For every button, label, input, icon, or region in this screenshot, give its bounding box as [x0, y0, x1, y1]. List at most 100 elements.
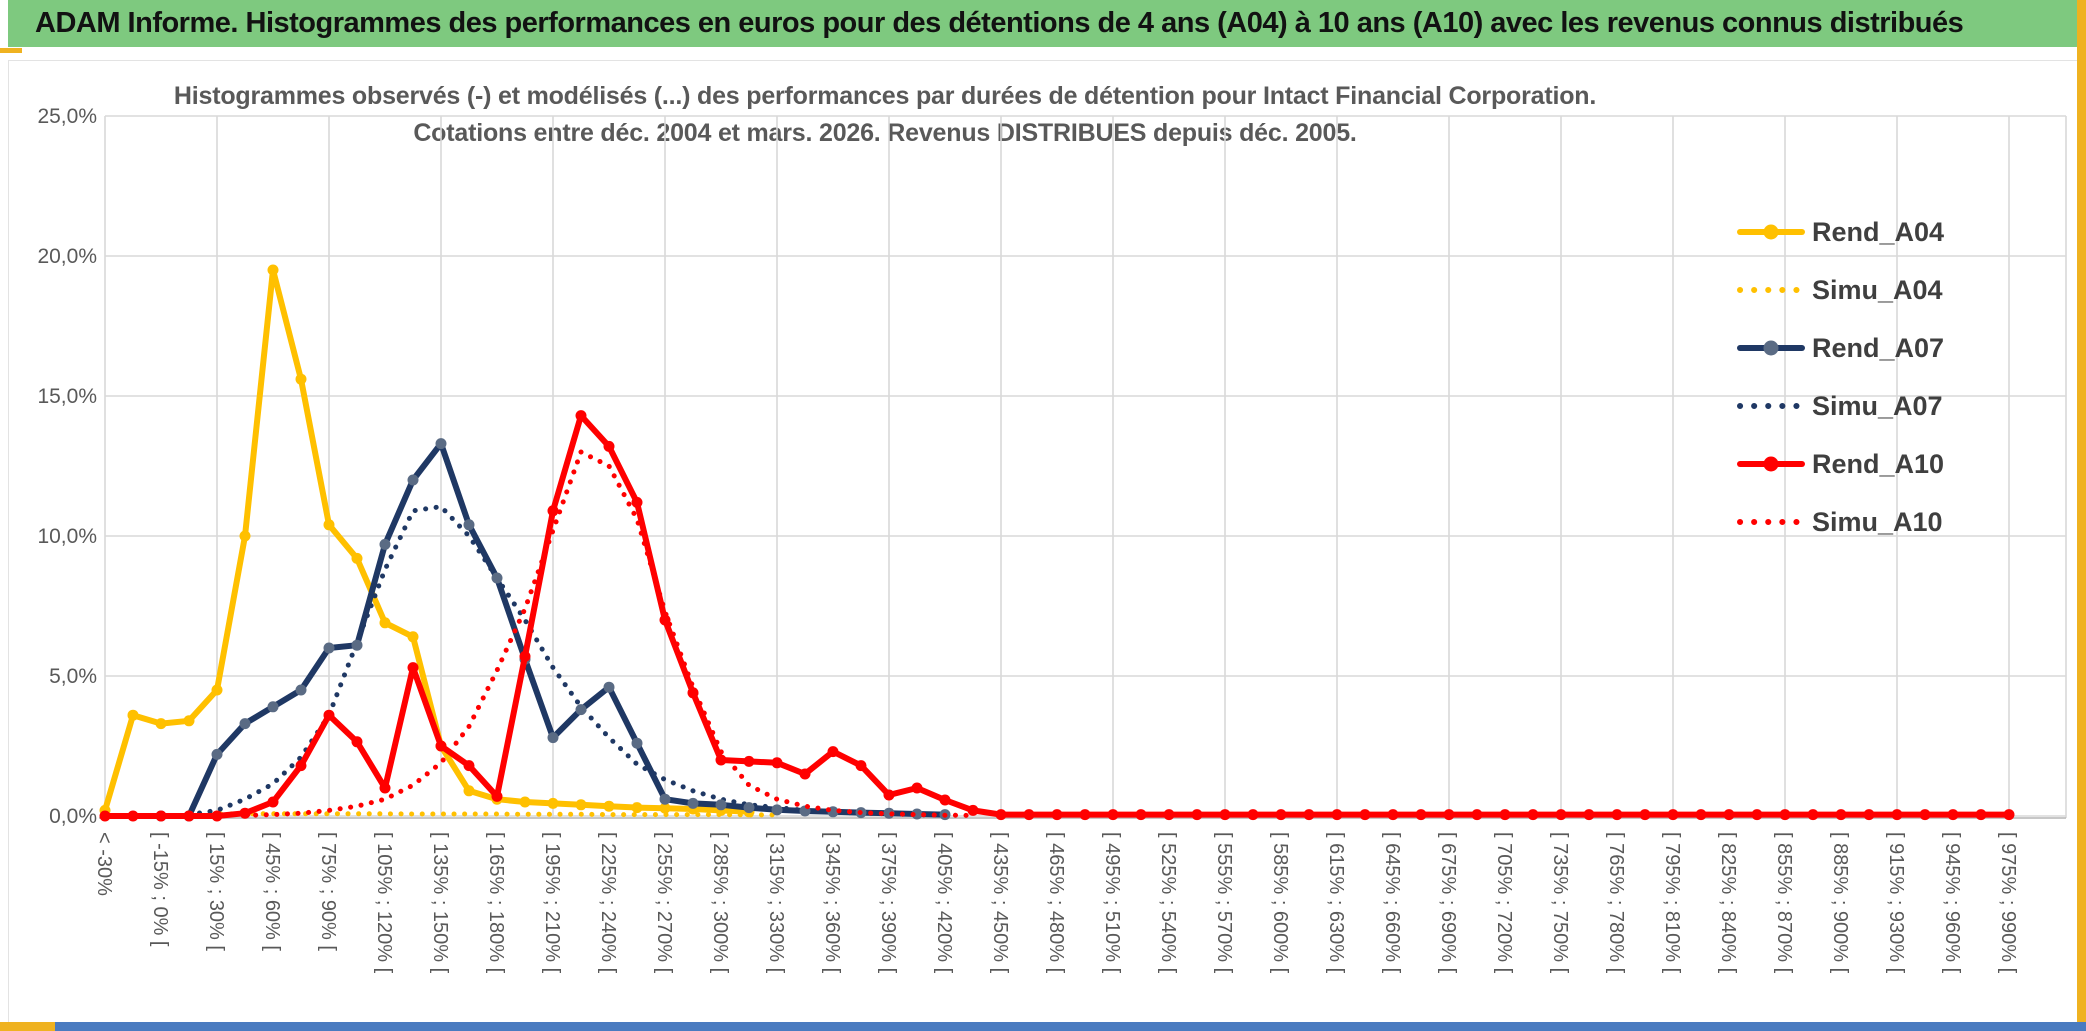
- x-axis-label: [ 405% ; 420% [: [933, 832, 955, 974]
- series-marker-Rend_A10: [323, 709, 335, 721]
- series-marker-Rend_A10: [1247, 809, 1259, 821]
- x-axis-label: [ 225% ; 240% [: [597, 832, 619, 974]
- series-Rend_A04: [102, 267, 750, 815]
- series-Rend_A10: [105, 412, 2009, 819]
- series-marker-Rend_A10: [1835, 809, 1847, 821]
- series-marker-Rend_A10: [911, 782, 923, 794]
- legend-item-Rend_A04: Rend_A04: [1737, 217, 1944, 247]
- legend-item-Simu_A07: Simu_A07: [1737, 391, 1943, 421]
- x-axis-label: [ 105% ; 120% [: [373, 832, 395, 974]
- series-marker-Rend_A07: [603, 681, 615, 693]
- y-axis-label: 15,0%: [37, 385, 97, 408]
- series-marker-Rend_A10: [491, 790, 503, 802]
- series-marker-Rend_A10: [575, 410, 587, 422]
- bottom-border-bar: [0, 1022, 2086, 1031]
- chart-title-line1: Histogrammes observés (-) et modélisés (…: [173, 82, 1597, 110]
- series-marker-Rend_A07: [771, 804, 783, 816]
- series-marker-Rend_A04: [127, 709, 139, 721]
- series-marker-Rend_A07: [239, 718, 251, 730]
- x-axis-label: [ 435% ; 450% [: [989, 832, 1011, 974]
- series-marker-Rend_A07: [575, 704, 587, 716]
- series-marker-Rend_A07: [463, 519, 475, 531]
- x-axis-label: [ 135% ; 150% [: [429, 832, 451, 974]
- x-axis-label: [ 195% ; 210% [: [541, 832, 563, 974]
- series-marker-Rend_A10: [1723, 809, 1735, 821]
- legend-sample-marker: [1763, 224, 1779, 240]
- series-marker-Rend_A10: [1219, 809, 1231, 821]
- series-marker-Rend_A10: [1471, 809, 1483, 821]
- legend-item-Rend_A07: Rend_A07: [1737, 333, 1944, 363]
- x-axis-label: [ 945% ; 960% [: [1941, 832, 1963, 974]
- series-marker-Rend_A10: [743, 755, 755, 767]
- series-marker-Rend_A10: [1331, 809, 1343, 821]
- series-marker-Rend_A07: [351, 639, 363, 651]
- y-axis-label: 20,0%: [37, 245, 97, 268]
- x-axis-label: [ 15% ; 30% [: [205, 832, 227, 951]
- x-axis-label: [ 555% ; 570% [: [1213, 832, 1235, 974]
- series-marker-Rend_A10: [267, 796, 279, 808]
- header-bar: ADAM Informe. Histogrammes des performan…: [8, 0, 2078, 47]
- x-axis-label: [ 615% ; 630% [: [1325, 832, 1347, 974]
- series-marker-Rend_A04: [631, 802, 643, 814]
- series-marker-Rend_A07: [435, 438, 447, 450]
- legend-item-Rend_A10: Rend_A10: [1737, 449, 1944, 479]
- series-marker-Rend_A07: [547, 732, 559, 744]
- gold-border-right: [2077, 0, 2086, 1031]
- x-axis-label: [ 465% ; 480% [: [1045, 832, 1067, 974]
- x-axis-label: [ 765% ; 780% [: [1605, 832, 1627, 974]
- series-marker-Rend_A10: [1107, 809, 1119, 821]
- x-axis-label: [ 285% ; 300% [: [709, 832, 731, 974]
- series-marker-Rend_A04: [575, 799, 587, 811]
- series-marker-Rend_A10: [1807, 809, 1819, 821]
- series-marker-Rend_A10: [1415, 809, 1427, 821]
- series-marker-Rend_A10: [519, 650, 531, 662]
- series-marker-Rend_A10: [631, 496, 643, 508]
- series-marker-Rend_A04: [351, 552, 363, 564]
- gold-border-left-tick: [0, 48, 22, 53]
- series-marker-Rend_A04: [155, 718, 167, 730]
- chart-area: [8, 60, 2079, 1023]
- series-marker-Rend_A10: [351, 736, 363, 748]
- series-marker-Rend_A10: [603, 440, 615, 452]
- series-marker-Rend_A10: [883, 789, 895, 801]
- series-marker-Rend_A10: [1919, 809, 1931, 821]
- series-marker-Rend_A04: [407, 631, 419, 643]
- series-marker-Rend_A10: [1051, 809, 1063, 821]
- series-marker-Rend_A07: [631, 737, 643, 749]
- series-marker-Rend_A10: [1191, 809, 1203, 821]
- x-axis-label: [ 45% ; 60% [: [261, 832, 283, 951]
- series-marker-Rend_A10: [1891, 809, 1903, 821]
- series-marker-Rend_A04: [239, 530, 251, 542]
- series-marker-Rend_A10: [1303, 809, 1315, 821]
- series-marker-Rend_A10: [463, 760, 475, 772]
- series-marker-Rend_A10: [2003, 809, 2015, 821]
- series-marker-Rend_A10: [1443, 809, 1455, 821]
- series-marker-Rend_A07: [379, 538, 391, 550]
- y-axis-label: 5,0%: [49, 665, 97, 688]
- series-marker-Rend_A10: [855, 760, 867, 772]
- series-marker-Rend_A10: [1499, 809, 1511, 821]
- series-marker-Rend_A04: [211, 684, 223, 696]
- x-axis-label: [ 915% ; 930% [: [1885, 832, 1907, 974]
- x-axis-label: [ 525% ; 540% [: [1157, 832, 1179, 974]
- legend-item-Simu_A04: Simu_A04: [1737, 275, 1943, 305]
- series-marker-Rend_A10: [379, 782, 391, 794]
- series-marker-Rend_A10: [1639, 809, 1651, 821]
- legend-label: Rend_A04: [1812, 217, 1944, 247]
- series-marker-Rend_A07: [911, 808, 923, 820]
- series-marker-Rend_A10: [1079, 809, 1091, 821]
- x-axis-label: [ 75% ; 90% [: [317, 832, 339, 951]
- series-marker-Rend_A07: [323, 642, 335, 654]
- legend-item-Simu_A10: Simu_A10: [1737, 507, 1943, 537]
- x-axis-label: [ 735% ; 750% [: [1549, 832, 1571, 974]
- series-Simu_A10: [242, 449, 976, 818]
- series-marker-Rend_A10: [407, 662, 419, 674]
- series-marker-Rend_A10: [715, 754, 727, 766]
- series-Simu_A04: [186, 811, 780, 818]
- series-marker-Rend_A10: [1023, 809, 1035, 821]
- series-marker-Rend_A10: [1583, 809, 1595, 821]
- legend-label: Rend_A07: [1812, 333, 1944, 363]
- x-axis-label: [ 885% ; 900% [: [1829, 832, 1851, 974]
- page-title: ADAM Informe. Histogrammes des performan…: [35, 7, 1964, 39]
- series-marker-Rend_A10: [1751, 809, 1763, 821]
